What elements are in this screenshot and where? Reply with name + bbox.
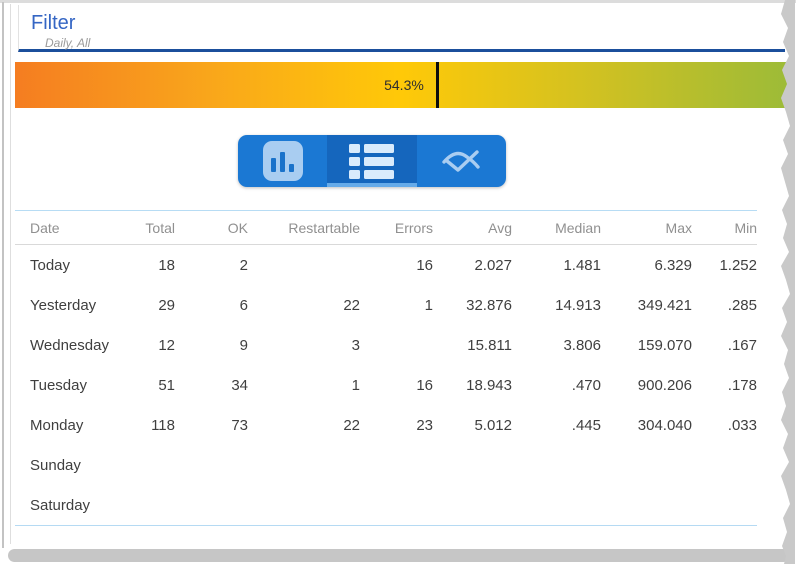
row-date-cell: Tuesday [30, 376, 87, 394]
row-value-cell: 6 [239, 296, 248, 314]
row-value-cell: 3 [351, 336, 360, 354]
row-value-cell: 159.070 [637, 336, 692, 354]
row-value-cell: .033 [727, 416, 757, 434]
row-value-cell: .178 [727, 376, 757, 394]
torn-edge-top [0, 0, 796, 3]
row-value-cell: 900.206 [637, 376, 692, 394]
row-date-cell: Yesterday [30, 296, 97, 314]
column-header-median[interactable]: Median [555, 219, 601, 236]
row-value-cell: 2 [239, 256, 248, 274]
row-date-cell: Saturday [30, 496, 91, 514]
progress-label-wrap: 54.3% [15, 62, 436, 108]
row-value-cell: .167 [727, 336, 757, 354]
row-value-cell: 16 [416, 376, 433, 394]
row-value-cell: .285 [727, 296, 757, 314]
column-header-avg[interactable]: Avg [488, 219, 512, 236]
row-value-cell: 3.806 [563, 336, 601, 354]
row-value-cell: 23 [416, 416, 433, 434]
line-chart-view-button[interactable] [417, 135, 506, 187]
filter-subtitle: Daily, All [45, 36, 91, 50]
row-value-cell: 118 [151, 416, 175, 434]
torn-edge-left-inner [10, 4, 11, 544]
table-body: Today 18 2 16 2.027 1.481 6.329 1.252 Yesterday 2… [15, 245, 757, 525]
filter-title: Filter [31, 12, 76, 34]
progress-label: 54.3% [384, 77, 424, 93]
table-row[interactable]: Saturday [15, 485, 757, 525]
row-date-cell: Monday [30, 416, 84, 434]
row-value-cell: .445 [571, 416, 601, 434]
table-view-button[interactable] [327, 135, 417, 187]
view-toggle-toolbar [238, 135, 506, 187]
line-chart-icon [442, 149, 481, 172]
row-value-cell: 5.012 [474, 416, 512, 434]
table-header-row: Date Total OK Restartable Errors Avg Median Max… [15, 211, 757, 245]
column-header-errors[interactable]: Errors [394, 219, 433, 236]
row-value-cell: 304.040 [637, 416, 692, 434]
row-value-cell: 34 [231, 376, 248, 394]
column-header-date[interactable]: Date [30, 219, 60, 236]
row-value-cell: 1 [424, 296, 433, 314]
row-value-cell: 1 [351, 376, 360, 394]
row-value-cell: 73 [231, 416, 248, 434]
selected-tab-underline [327, 183, 417, 187]
row-value-cell: 22 [343, 296, 360, 314]
row-value-cell: 14.913 [555, 296, 601, 314]
row-date-cell: Today [30, 256, 71, 274]
row-value-cell: 9 [239, 336, 248, 354]
torn-edge-left [2, 2, 4, 548]
column-header-max[interactable]: Max [665, 219, 692, 236]
row-value-cell: 6.329 [654, 256, 692, 274]
table-icon [349, 143, 395, 179]
torn-edge-bottom [8, 549, 790, 562]
bar-chart-icon [262, 141, 303, 181]
row-value-cell: .470 [571, 376, 601, 394]
table-row[interactable]: Wednesday 12 9 3 15.811 3.806 159.070 .167 [15, 325, 757, 365]
column-header-restartable[interactable]: Restartable [288, 219, 360, 236]
row-value-cell: 18.943 [466, 376, 512, 394]
row-value-cell: 22 [343, 416, 360, 434]
row-value-cell: 12 [158, 336, 175, 354]
table-row[interactable]: Tuesday 51 34 1 16 18.943 .470 900.206 .178 [15, 365, 757, 405]
row-value-cell: 1.252 [719, 256, 757, 274]
table-row[interactable]: Yesterday 29 6 22 1 32.876 14.913 349.421 .285 [15, 285, 757, 325]
row-value-cell: 15.811 [467, 336, 512, 354]
column-header-ok[interactable]: OK [227, 219, 248, 236]
stats-table: Date Total OK Restartable Errors Avg Median Max… [15, 210, 757, 526]
progress-marker [435, 62, 439, 108]
filter-panel[interactable]: Filter Daily, All [18, 5, 785, 52]
row-date-cell: Sunday [30, 456, 81, 474]
table-row[interactable]: Sunday [15, 445, 757, 485]
row-value-cell: 16 [416, 256, 433, 274]
torn-edge-right [781, 0, 795, 564]
column-header-min[interactable]: Min [734, 219, 757, 236]
table-row[interactable]: Today 18 2 16 2.027 1.481 6.329 1.252 [15, 245, 757, 285]
row-date-cell: Wednesday [30, 336, 109, 354]
row-value-cell: 51 [158, 376, 175, 394]
column-header-total[interactable]: Total [145, 219, 175, 236]
row-value-cell: 1.481 [563, 256, 601, 274]
row-value-cell: 349.421 [637, 296, 692, 314]
row-value-cell: 32.876 [466, 296, 512, 314]
progress-gradient-bar: 54.3% [15, 62, 790, 108]
row-value-cell: 18 [158, 256, 175, 274]
table-row[interactable]: Monday 118 73 22 23 5.012 .445 304.040 .033 [15, 405, 757, 445]
row-value-cell: 2.027 [474, 256, 512, 274]
bar-chart-view-button[interactable] [238, 135, 327, 187]
row-value-cell: 29 [158, 296, 175, 314]
